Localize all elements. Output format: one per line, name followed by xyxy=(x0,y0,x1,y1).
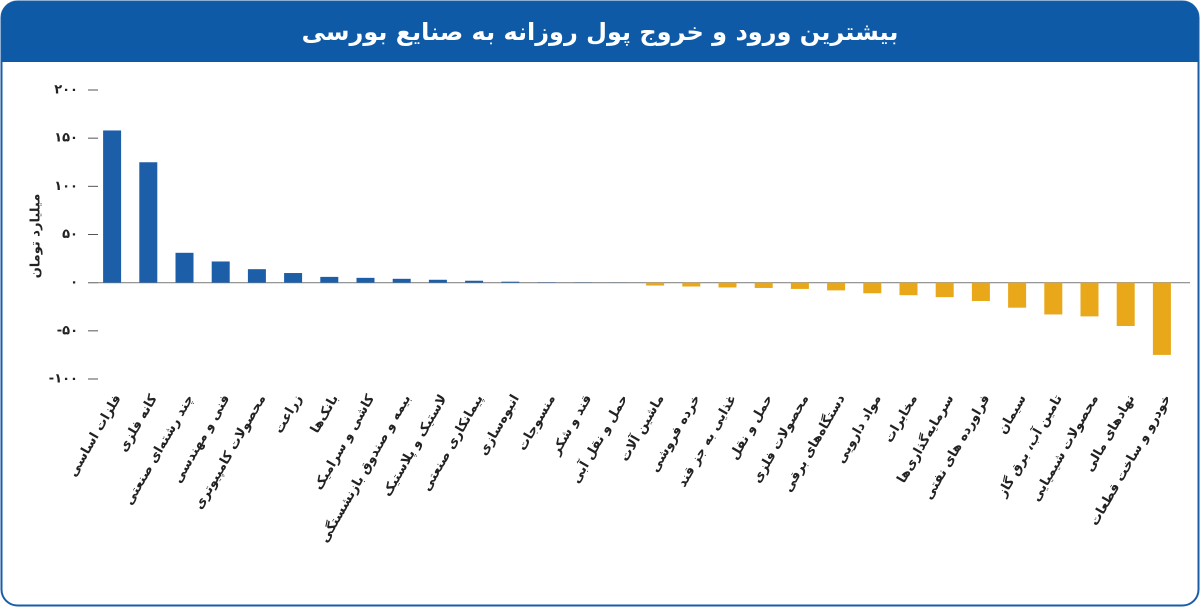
bar xyxy=(827,282,846,291)
bar xyxy=(175,252,194,283)
bar xyxy=(899,282,918,296)
y-tick-label: ۱۰۰ xyxy=(54,179,78,194)
bar xyxy=(863,282,882,294)
bar xyxy=(211,261,230,283)
bar xyxy=(320,276,339,283)
y-tick-label: ۱۵۰ xyxy=(54,131,78,146)
header xyxy=(1,1,1199,62)
bar xyxy=(392,278,411,283)
y-tick-label: ۲۰۰ xyxy=(54,83,78,98)
y-tick-label: -۵۰ xyxy=(57,323,78,338)
bar xyxy=(139,162,158,283)
bar xyxy=(103,130,122,283)
bar xyxy=(1152,282,1171,355)
bar xyxy=(935,282,954,298)
bar xyxy=(1044,282,1063,315)
bar xyxy=(790,282,809,289)
y-tick-label: ۵۰ xyxy=(62,227,78,242)
bar xyxy=(754,282,773,288)
bar xyxy=(428,279,447,283)
bar xyxy=(501,281,520,283)
bar xyxy=(971,282,990,301)
bar xyxy=(284,273,303,283)
bar xyxy=(465,280,484,283)
y-tick-label: -۱۰۰ xyxy=(49,372,78,387)
y-tick-label: ۰ xyxy=(70,275,78,290)
bar xyxy=(646,282,665,286)
bar xyxy=(682,282,701,287)
bar xyxy=(247,269,266,283)
bar xyxy=(1008,282,1027,308)
bar xyxy=(1080,282,1099,317)
bar xyxy=(718,282,737,288)
chart-title: بیشترین ورود و خروج پول روزانه به صنایع … xyxy=(302,18,899,46)
bar xyxy=(356,277,375,283)
y-axis-label: میلیارد تومان xyxy=(29,194,44,279)
bar xyxy=(1116,282,1135,327)
